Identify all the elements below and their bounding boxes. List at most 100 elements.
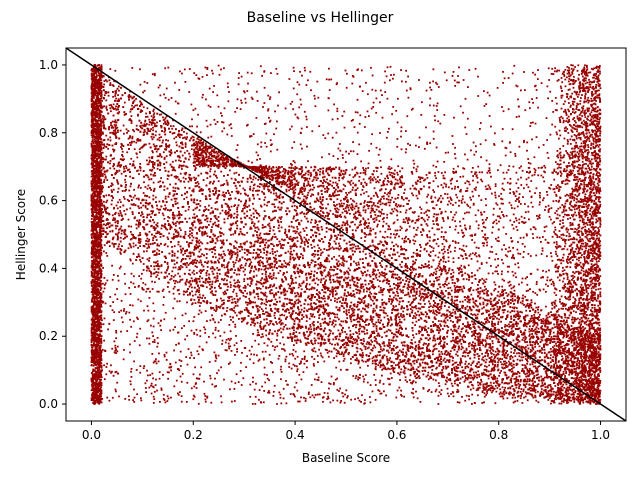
- scatter-point: [186, 166, 189, 169]
- scatter-point: [542, 379, 545, 382]
- scatter-point: [196, 288, 199, 291]
- scatter-point: [589, 397, 592, 400]
- scatter-point: [262, 176, 265, 179]
- scatter-point: [558, 372, 561, 374]
- scatter-point: [367, 283, 370, 285]
- scatter-point: [524, 355, 527, 358]
- scatter-point: [462, 352, 465, 354]
- scatter-point: [117, 232, 120, 235]
- scatter-point: [158, 133, 161, 136]
- scatter-point: [472, 323, 474, 326]
- scatter-point: [215, 218, 218, 220]
- scatter-point: [365, 360, 367, 363]
- scatter-point: [517, 382, 520, 385]
- scatter-point: [335, 247, 338, 250]
- scatter-point: [478, 358, 480, 360]
- scatter-point: [402, 279, 404, 282]
- scatter-point: [226, 307, 229, 309]
- scatter-point: [253, 296, 256, 299]
- scatter-point: [280, 185, 283, 188]
- scatter-point: [420, 297, 422, 299]
- scatter-point: [536, 349, 539, 352]
- scatter-point: [525, 383, 528, 385]
- scatter-point: [481, 277, 484, 280]
- scatter-point: [341, 224, 344, 227]
- scatter-point: [105, 224, 107, 227]
- scatter-point: [501, 350, 504, 353]
- scatter-point: [434, 339, 437, 342]
- scatter-point: [393, 296, 395, 299]
- scatter-point: [303, 307, 306, 310]
- scatter-point: [137, 113, 139, 116]
- scatter-point: [310, 218, 313, 221]
- scatter-point: [438, 269, 441, 272]
- scatter-point: [509, 362, 511, 365]
- scatter-point: [156, 155, 159, 158]
- scatter-point: [453, 302, 455, 304]
- scatter-point: [265, 257, 268, 260]
- scatter-point: [418, 375, 420, 377]
- scatter-point: [285, 188, 288, 191]
- scatter-point: [263, 313, 266, 315]
- scatter-point: [270, 219, 272, 222]
- scatter-point: [446, 353, 449, 356]
- scatter-point: [309, 313, 312, 315]
- scatter-point: [471, 282, 474, 284]
- scatter-point: [433, 374, 436, 376]
- scatter-point: [172, 125, 175, 127]
- scatter-point: [542, 322, 545, 325]
- scatter-point: [591, 378, 594, 380]
- scatter-point: [256, 241, 259, 244]
- scatter-point: [557, 336, 560, 339]
- scatter-point: [485, 309, 487, 312]
- scatter-point: [419, 330, 422, 333]
- scatter-point: [274, 298, 277, 301]
- scatter-point: [130, 233, 133, 236]
- scatter-point: [432, 378, 435, 381]
- scatter-point: [300, 237, 302, 240]
- scatter-point: [121, 218, 124, 220]
- scatter-point: [385, 368, 388, 371]
- scatter-point: [131, 213, 134, 215]
- scatter-point: [439, 328, 442, 331]
- scatter-point: [169, 224, 172, 227]
- scatter-point: [200, 141, 203, 144]
- scatter-point: [534, 343, 536, 346]
- scatter-point: [106, 80, 109, 83]
- scatter-point: [169, 183, 171, 186]
- scatter-point: [183, 237, 186, 239]
- scatter-point: [225, 157, 227, 159]
- scatter-point: [505, 300, 508, 303]
- scatter-point: [129, 135, 131, 137]
- scatter-point: [137, 241, 140, 244]
- scatter-point: [340, 324, 343, 327]
- scatter-point: [334, 216, 337, 218]
- scatter-point: [176, 202, 179, 205]
- scatter-point: [197, 182, 200, 185]
- scatter-point: [199, 204, 202, 207]
- scatter-point: [570, 341, 573, 344]
- scatter-point: [515, 364, 518, 366]
- scatter-point: [412, 317, 414, 319]
- scatter-point: [258, 186, 261, 188]
- scatter-point: [234, 261, 237, 264]
- scatter-point: [236, 206, 239, 209]
- scatter-point: [416, 252, 419, 255]
- scatter-point: [307, 338, 309, 340]
- scatter-point: [318, 337, 321, 340]
- scatter-point: [230, 205, 233, 208]
- scatter-point: [131, 104, 133, 107]
- scatter-point: [316, 226, 319, 229]
- scatter-point: [271, 219, 273, 221]
- scatter-point: [550, 371, 553, 374]
- scatter-point: [421, 264, 423, 267]
- scatter-point: [411, 271, 413, 274]
- scatter-point: [340, 257, 343, 259]
- scatter-point: [555, 375, 557, 378]
- scatter-point: [192, 216, 194, 219]
- scatter-point: [273, 245, 275, 247]
- scatter-point: [188, 236, 191, 239]
- scatter-point: [251, 321, 253, 324]
- scatter-point: [461, 376, 464, 379]
- scatter-point: [536, 369, 539, 372]
